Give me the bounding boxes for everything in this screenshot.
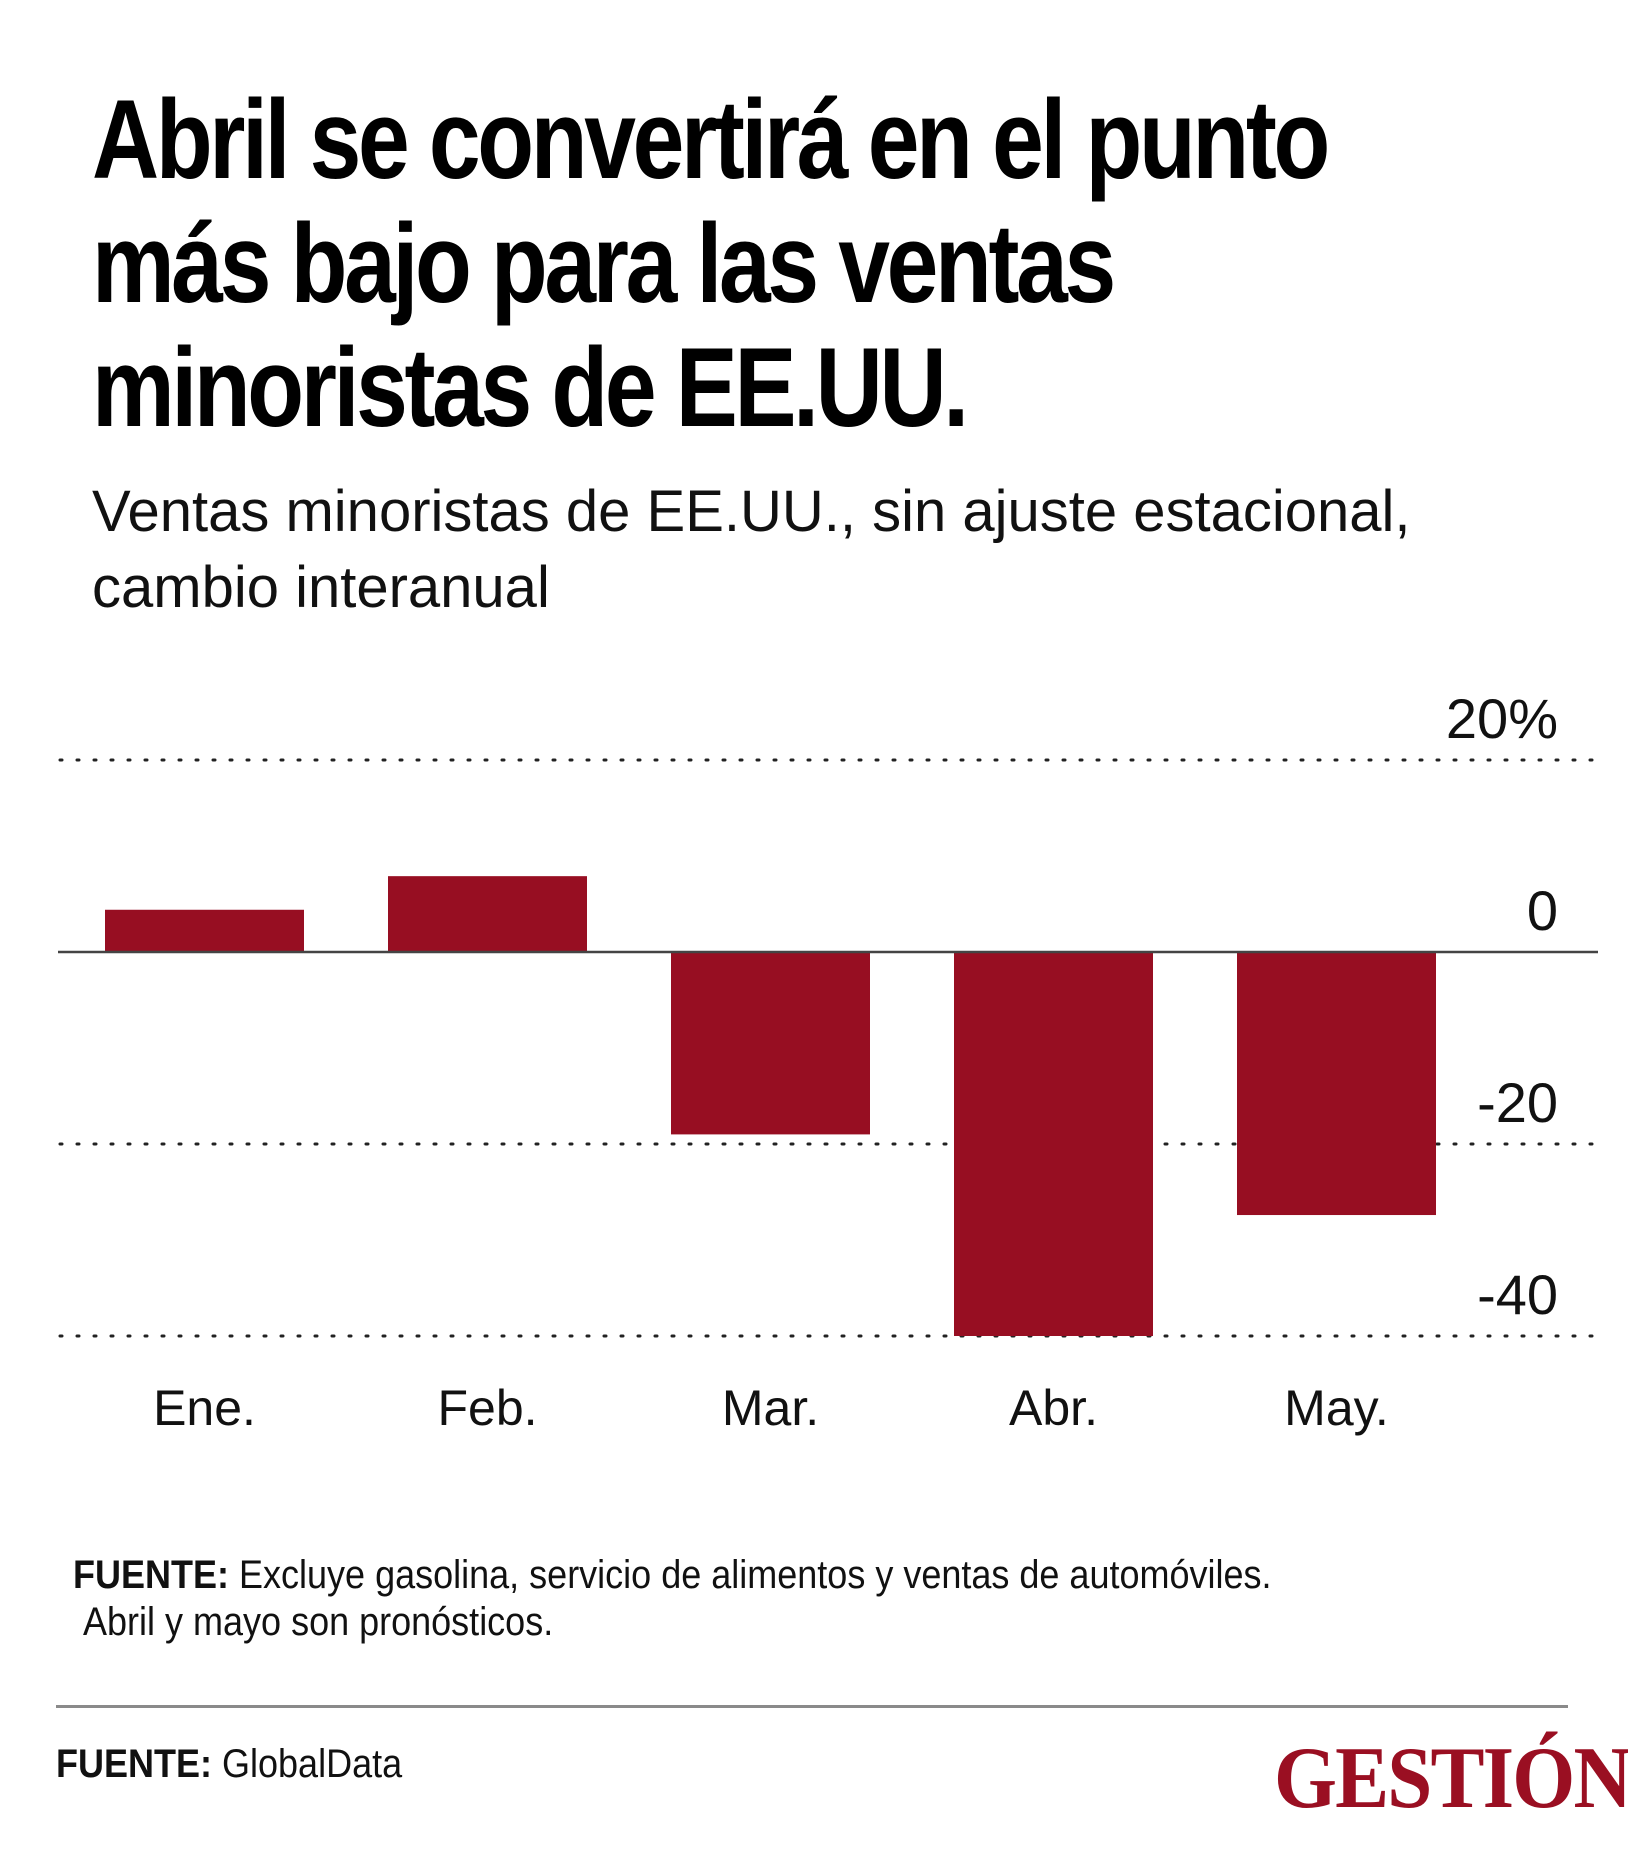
y-tick-label: -20: [1477, 1071, 1558, 1134]
y-tick-label: 0: [1527, 879, 1558, 942]
bar-feb: [388, 876, 587, 952]
bar-mar: [671, 952, 870, 1135]
x-tick-label: Abr.: [1009, 1380, 1098, 1436]
title-line-3: minoristas de EE.UU.: [92, 325, 969, 450]
subtitle-line-1: Ventas minoristas de EE.UU., sin ajuste …: [92, 479, 1411, 544]
x-tick-label: Feb.: [437, 1380, 537, 1436]
y-tick-label: -40: [1477, 1263, 1558, 1326]
footnote-line-1: Excluye gasolina, servicio de alimentos …: [239, 1553, 1272, 1597]
subtitle-line-2: cambio interanual: [92, 555, 550, 620]
chart-subtitle: Ventas minoristas de EE.UU., sin ajuste …: [92, 474, 1411, 626]
footnote: FUENTE: Excluye gasolina, servicio de al…: [73, 1552, 1272, 1646]
source-value: GlobalData: [222, 1742, 403, 1786]
x-tick-label: May.: [1284, 1380, 1389, 1436]
source-label: FUENTE:: [56, 1742, 212, 1786]
x-tick-label: Ene.: [153, 1380, 256, 1436]
title-line-2: más bajo para las ventas: [92, 201, 1116, 326]
y-tick-label: 20%: [1446, 687, 1558, 750]
bar-may: [1237, 952, 1436, 1216]
footnote-line-2: Abril y mayo son pronósticos.: [83, 1600, 554, 1644]
title-line-1: Abril se convertirá en el punto: [92, 77, 1330, 202]
bar-ene: [105, 909, 304, 952]
footnote-label: FUENTE:: [73, 1553, 229, 1597]
footer-divider: [56, 1705, 1568, 1708]
chart-title: Abril se convertirá en el punto más bajo…: [92, 78, 1503, 450]
gestion-logo: GESTIÓN: [1274, 1730, 1628, 1827]
x-tick-label: Mar.: [722, 1380, 819, 1436]
bar-abr: [954, 952, 1153, 1336]
source: FUENTE: GlobalData: [56, 1742, 402, 1787]
bar-chart: Ene. Feb. Mar. Abr. May. 20% 0 -20 -40: [58, 687, 1598, 1436]
